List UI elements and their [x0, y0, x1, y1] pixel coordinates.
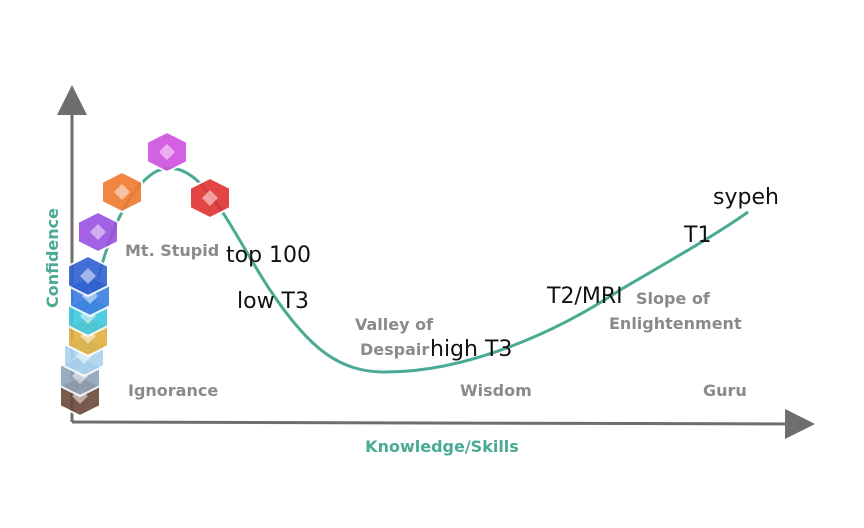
- annotation: T2/MRI: [546, 284, 623, 309]
- rank-icon-core: [80, 268, 96, 284]
- annotation: T1: [683, 223, 711, 248]
- stage-label: Ignorance: [128, 381, 218, 400]
- x-axis-label: Knowledge/Skills: [365, 437, 519, 456]
- annotation: sypeh: [713, 185, 779, 210]
- stage-label: Guru: [703, 381, 747, 400]
- stage-label: Slope of: [636, 289, 711, 308]
- annotation: top 100: [226, 243, 311, 268]
- rank-icon-core: [114, 184, 130, 200]
- rank-icon-core: [202, 190, 218, 206]
- stage-label: Despair: [360, 340, 429, 359]
- x-axis: [71, 408, 815, 439]
- stage-label: Mt. Stupid: [125, 241, 219, 260]
- rank-icon-core: [159, 144, 175, 160]
- stage-label: Wisdom: [460, 381, 532, 400]
- stage-label: Enlightenment: [609, 314, 742, 333]
- rank-icon-core: [90, 224, 106, 240]
- annotation: low T3: [237, 289, 309, 314]
- annotation: high T3: [430, 337, 512, 362]
- rank-icons: [59, 130, 231, 418]
- y-axis-label: Confidence: [43, 208, 62, 308]
- stage-label: Valley of: [355, 315, 434, 334]
